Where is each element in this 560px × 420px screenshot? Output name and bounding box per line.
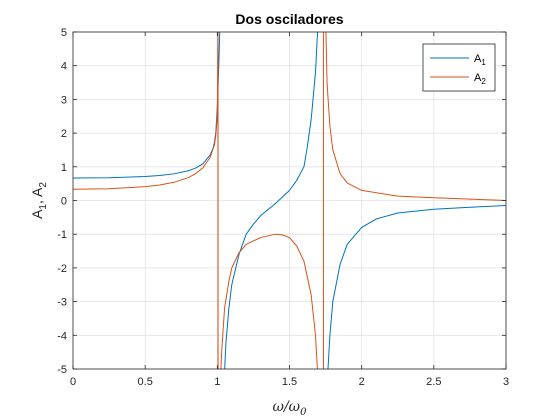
y-tick-label: 4 xyxy=(61,61,67,73)
series-line-a2 xyxy=(220,233,318,369)
legend-label-a2-base: A xyxy=(474,72,482,84)
y-tick-label: -1 xyxy=(57,229,67,241)
legend-label-a2-sub: 2 xyxy=(481,77,486,86)
y-tick-label: 3 xyxy=(61,94,67,106)
legend-label-a1: A1 xyxy=(474,53,486,67)
x-axis-label-main: ω/ω xyxy=(273,399,301,415)
y-tick-label: 5 xyxy=(61,27,67,39)
series-line-a1 xyxy=(224,32,319,369)
x-axis-label-sub: 0 xyxy=(300,407,307,418)
y-tick-label: 1 xyxy=(61,162,67,174)
legend-label-a1-sub: 1 xyxy=(481,58,486,67)
y-axis-label-part: , A xyxy=(29,187,45,204)
y-axis-label-part: 2 xyxy=(38,182,49,188)
y-tick-label: -5 xyxy=(57,364,67,376)
x-tick-label: 2.5 xyxy=(426,376,441,388)
y-tick-label: 2 xyxy=(61,128,67,140)
y-tick-label: -2 xyxy=(57,263,67,275)
series-line-a1 xyxy=(327,205,506,369)
ticks: 0 0.5 1 1.5 2 2.5 3 -5 -4 -3 -2 -1 0 1 2 3 4 5 xyxy=(57,27,509,388)
y-axis-label-part: 1 xyxy=(38,204,49,210)
chart-title: Dos osciladores xyxy=(235,11,343,27)
x-tick-label: 0.5 xyxy=(138,376,153,388)
x-tick-label: 1 xyxy=(214,376,220,388)
x-tick-label: 3 xyxy=(503,376,509,388)
y-axis-label-part: A xyxy=(29,209,45,219)
legend: A1 A2 xyxy=(422,43,496,92)
legend-box xyxy=(422,43,496,92)
series-layer xyxy=(73,32,506,369)
x-tick-label: 2 xyxy=(359,376,365,388)
x-tick-label: 0 xyxy=(70,376,76,388)
series-line-a2 xyxy=(325,32,506,201)
legend-label-a1-base: A xyxy=(474,53,482,65)
y-tick-label: -4 xyxy=(57,330,67,342)
x-axis-label: ω/ω0 xyxy=(273,399,308,418)
y-tick-label: -3 xyxy=(57,297,67,309)
legend-label-a2: A2 xyxy=(474,72,486,86)
y-tick-label: 0 xyxy=(61,196,67,208)
series-line-a2 xyxy=(73,32,219,190)
x-tick-label: 1.5 xyxy=(282,376,297,388)
y-axis-label: A1, A2 xyxy=(29,182,49,219)
